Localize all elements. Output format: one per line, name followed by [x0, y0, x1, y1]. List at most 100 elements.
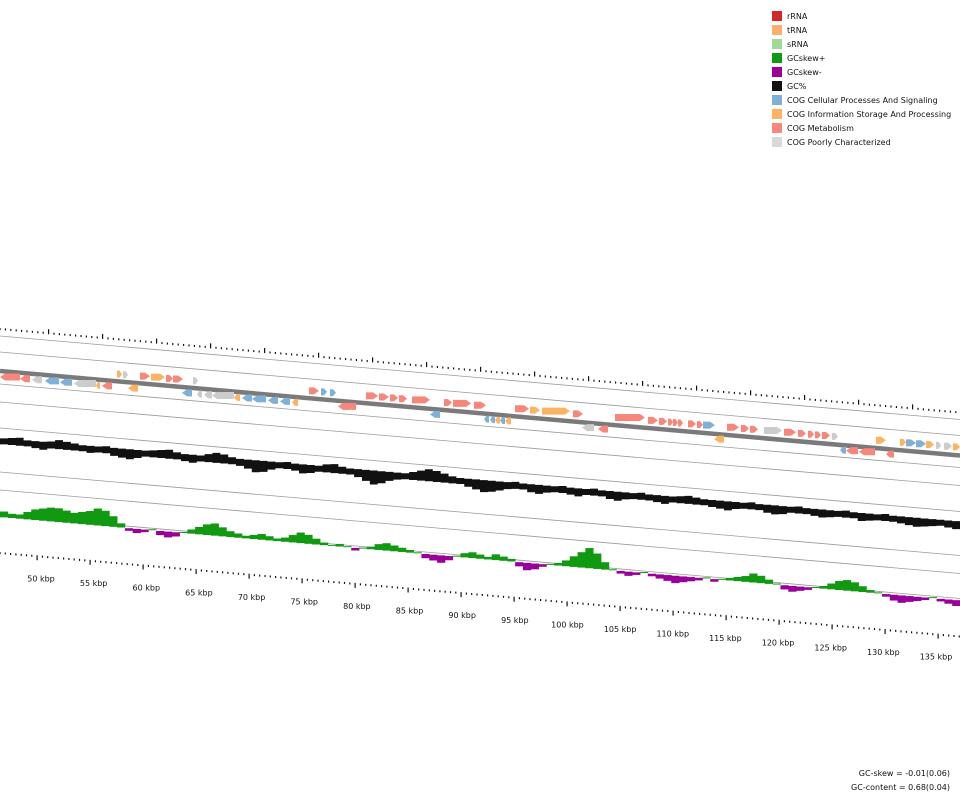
legend-item: COG Information Storage And Processing [772, 107, 951, 121]
gc-skew-negative-bar [351, 547, 360, 551]
gene-arrow [840, 446, 846, 454]
gene-arrow [123, 371, 128, 379]
gc-skew-negative-bar [796, 586, 805, 591]
guide-line [0, 351, 960, 436]
gene-arrow [764, 426, 782, 434]
gc-skew-negative-bar [920, 597, 930, 601]
gene-arrow [916, 440, 926, 448]
gc-skew-negative-bar [905, 596, 914, 602]
guide-line [0, 471, 960, 556]
gene-arrow [678, 419, 683, 427]
gc-skew-negative-bar [944, 599, 953, 604]
gc-skew-positive-bar [15, 514, 24, 519]
gene-arrow [668, 418, 673, 426]
gene-arrow [444, 399, 452, 407]
tick-label: 100 kbp [551, 620, 584, 629]
tick-label: 90 kbp [448, 611, 476, 620]
gene-arrow [822, 432, 830, 440]
gene-arrow [703, 421, 715, 429]
gene-arrow [309, 387, 319, 395]
gc-skew-positive-bar [359, 547, 368, 549]
gene-arrow [490, 416, 495, 424]
gene-arrow [515, 405, 529, 413]
gene-arrow [500, 417, 505, 424]
gene-arrow [280, 397, 290, 405]
gc-skew-positive-bar [499, 556, 508, 561]
legend-swatch [772, 53, 782, 63]
gc-skew-negative-bar [624, 571, 633, 576]
gene-arrow [32, 376, 42, 384]
gc-skew-positive-bar [273, 538, 282, 542]
gene-arrow [338, 402, 356, 410]
gene-arrow [615, 414, 645, 422]
gc-skew-positive-bar [398, 547, 407, 552]
gene-arrow [60, 378, 72, 386]
gc-skew-negative-bar [421, 554, 430, 559]
gc-skew-positive-bar [288, 535, 297, 543]
gc-skew-negative-bar [694, 577, 703, 581]
legend-item: COG Poorly Characterized [772, 135, 951, 149]
gene-arrow [876, 436, 886, 444]
gene-arrow [366, 392, 378, 400]
gene-arrow [741, 424, 749, 432]
gc-skew-negative-bar [538, 564, 547, 567]
legend-label: COG Metabolism [787, 123, 854, 133]
gc-skew-positive-bar [226, 531, 235, 538]
legend-item: GCskew+ [772, 51, 951, 65]
tick-label: 80 kbp [343, 602, 371, 611]
gc-skew-positive-bar [241, 535, 251, 539]
gene-arrow [659, 417, 667, 425]
gene-arrow [453, 399, 471, 407]
tick-label: 105 kbp [604, 625, 637, 634]
gc-skew-negative-bar [522, 562, 532, 571]
gc-skew-negative-bar [936, 598, 945, 602]
gc-skew-negative-bar [515, 562, 524, 567]
legend-swatch [772, 95, 782, 105]
gc-skew-positive-bar [343, 546, 352, 548]
gc-skew-negative-bar [655, 574, 664, 579]
legend-item: rRNA [772, 9, 951, 23]
gene-arrow [714, 435, 724, 443]
gc-skew-positive-bar [327, 544, 337, 546]
gene-arrow [474, 401, 486, 409]
gc-skew-positive-bar [546, 563, 555, 565]
gene-arrow [197, 390, 202, 398]
gc-skew-positive-bar [210, 523, 219, 536]
legend-item: COG Metabolism [772, 121, 951, 135]
gene-arrow [379, 393, 389, 401]
gc-skew-negative-bar [647, 573, 657, 577]
gene-arrow [484, 415, 489, 423]
gc-skew-positive-bar [195, 526, 204, 535]
gc-skew-negative-bar [156, 530, 165, 536]
top-ruler-ticks [0, 328, 957, 414]
gc-skew-negative-bar [616, 570, 625, 574]
gene-arrow [846, 447, 858, 455]
gc-skew-positive-bar [179, 531, 188, 533]
gc-skew-positive-bar [757, 575, 766, 584]
gc-skew-positive-bar [296, 532, 305, 544]
gc-content-stat: GC-content = 0.68(0.04) [851, 783, 950, 792]
tick-label: 85 kbp [396, 607, 424, 616]
tick-label: 95 kbp [501, 616, 529, 625]
gc-skew-positive-bar [374, 544, 383, 550]
gc-skew-positive-bar [577, 552, 586, 568]
gc-skew-positive-bar [819, 586, 828, 589]
tick-label: 60 kbp [133, 584, 161, 593]
gene-arrow [953, 443, 960, 451]
gc-skew-positive-bar [811, 586, 820, 588]
gene-arrow [673, 419, 678, 427]
gc-skew-positive-bar [772, 583, 781, 585]
gc-skew-positive-bar [569, 556, 578, 567]
gc-skew-negative-bar [632, 572, 641, 575]
gene-arrow [412, 396, 430, 404]
gene-arrow [321, 388, 327, 396]
gene-arrow [212, 391, 234, 399]
gc-skew-negative-bar [913, 596, 922, 601]
gc-skew-positive-bar [366, 546, 376, 550]
gc-skew-positive-bar [749, 573, 758, 583]
gene-arrow [906, 439, 916, 447]
gc-skew-positive-bar [858, 586, 867, 593]
gc-skew-positive-bar [70, 512, 79, 524]
gc-skew-positive-bar [117, 523, 126, 528]
